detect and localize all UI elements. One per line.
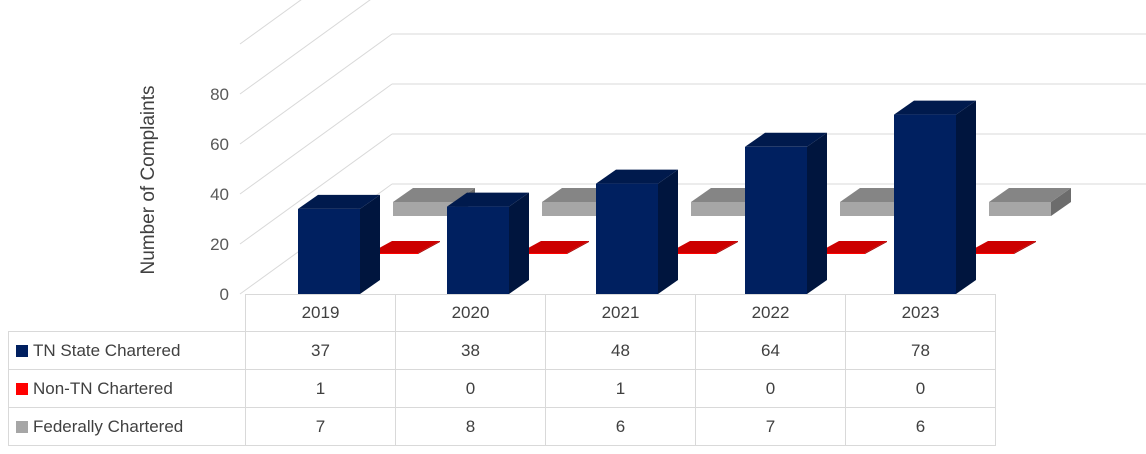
bar-tn-state-2021-front	[596, 183, 658, 294]
bar-tn-state-2022	[745, 132, 827, 294]
gridline-diagonal	[239, 0, 302, 45]
x-tick-label: 2020	[395, 294, 546, 332]
data-cell: 6	[545, 407, 696, 446]
y-axis-label: Number of Complaints	[138, 85, 159, 274]
bar-non-tn-2021	[668, 241, 738, 254]
legend-label: Non-TN Chartered	[33, 378, 173, 398]
bar-federal-2023-front	[989, 202, 1051, 216]
x-tick-label: 2019	[245, 294, 396, 332]
bar-federal-2023	[989, 188, 1071, 216]
bar-non-tn-2023-top	[966, 241, 1036, 253]
bar-tn-state-2022-top	[745, 132, 827, 147]
bar-non-tn-2022	[817, 241, 887, 254]
x-tick-label: 2021	[545, 294, 696, 332]
data-cell: 1	[245, 369, 396, 408]
legend-label: Federally Chartered	[33, 416, 184, 436]
bar-non-tn-2020-side	[567, 241, 589, 254]
bar-federal-2023-top	[989, 188, 1071, 202]
table-row-non-tn: Non-TN Chartered 1 0 1 0 0	[8, 369, 996, 408]
bar-non-tn-2019-front	[370, 253, 418, 254]
data-cell: 7	[695, 407, 846, 446]
legend-key-red	[16, 382, 28, 395]
bar-federal-2019-top	[393, 188, 475, 202]
bar-non-tn-2021-front	[668, 253, 716, 254]
bar-federal-2019-front	[393, 202, 455, 216]
table-row-tn-state: TN State Chartered 37 38 48 64 78	[8, 331, 996, 370]
data-cell: 0	[395, 369, 546, 408]
bar-tn-state-2019	[298, 194, 380, 294]
bar-tn-state-2019-front	[298, 208, 360, 294]
bar-non-tn-2022-top	[817, 241, 887, 253]
bar-tn-state-2023-side	[956, 100, 976, 294]
gridline-diagonal	[239, 33, 393, 145]
table-corner	[8, 294, 246, 332]
bar-non-tn-2020-top	[519, 241, 589, 253]
data-table: 2019 2020 2021 2022 2023 TN State Charte…	[8, 294, 996, 446]
bar-tn-state-2021-side	[658, 169, 678, 294]
bar-non-tn-2021-top	[668, 241, 738, 253]
data-cell: 78	[845, 331, 996, 370]
bar-tn-state-2020-side	[509, 192, 529, 294]
bar-federal-2022-front	[840, 202, 902, 216]
bar-tn-state-2021	[596, 169, 678, 294]
x-tick-label: 2023	[845, 294, 996, 332]
bar-non-tn-2023-side	[1014, 241, 1036, 254]
gridline-diagonal	[239, 83, 393, 195]
bar-tn-state-2019-side	[360, 194, 380, 294]
gridline-diagonal	[239, 0, 371, 95]
data-cell: 0	[695, 369, 846, 408]
legend-key-navy	[16, 344, 28, 357]
bar-tn-state-2020-front	[447, 206, 509, 294]
bar-non-tn-2020	[519, 241, 589, 254]
y-tick-label: 80	[210, 85, 229, 104]
data-cell: 0	[845, 369, 996, 408]
y-tick-label: 0	[220, 285, 229, 300]
bar-non-tn-2019	[370, 241, 440, 254]
data-cell: 38	[395, 331, 546, 370]
data-cell: 48	[545, 331, 696, 370]
data-cell: 8	[395, 407, 546, 446]
bar-tn-state-2021-top	[596, 169, 678, 184]
chart: 0 20 40 60 80 Number of Complaints	[138, 0, 1146, 300]
legend-entry-tn-state: TN State Chartered	[8, 331, 246, 370]
bar-non-tn-2022-front	[817, 253, 865, 254]
legend-label: TN State Chartered	[33, 340, 181, 360]
bar-non-tn-2019-top	[370, 241, 440, 253]
gridline-diagonal	[239, 133, 393, 245]
data-cell: 6	[845, 407, 996, 446]
bar-non-tn-2022-side	[865, 241, 887, 254]
table-header-row: 2019 2020 2021 2022 2023	[8, 294, 996, 332]
bar-tn-state-2020	[447, 192, 529, 294]
y-tick-label: 40	[210, 185, 229, 204]
x-tick-label: 2022	[695, 294, 846, 332]
bar-tn-state-2023-front	[894, 114, 956, 294]
legend-entry-non-tn: Non-TN Chartered	[8, 369, 246, 408]
bar-non-tn-2019-side	[418, 241, 440, 254]
bar-federal-2023-side	[1051, 188, 1071, 216]
table-row-federal: Federally Chartered 7 8 6 7 6	[8, 407, 996, 446]
data-cell: 37	[245, 331, 396, 370]
bar-tn-state-2019-top	[298, 194, 380, 209]
legend-key-gray	[16, 420, 28, 433]
bar-federal-2020-front	[542, 202, 604, 216]
bar-tn-state-2020-top	[447, 192, 529, 207]
data-cell: 7	[245, 407, 396, 446]
legend-entry-federal: Federally Chartered	[8, 407, 246, 446]
y-tick-label: 60	[210, 135, 229, 154]
data-cell: 64	[695, 331, 846, 370]
bar-non-tn-2021-side	[716, 241, 738, 254]
bar-non-tn-2023-front	[966, 253, 1014, 254]
bar-non-tn-2020-front	[519, 253, 567, 254]
bar-tn-state-2022-front	[745, 146, 807, 294]
bar-tn-state-2023-top	[894, 100, 976, 115]
bar-tn-state-2022-side	[807, 132, 827, 294]
data-cell: 1	[545, 369, 696, 408]
bar-federal-2021-front	[691, 202, 753, 216]
y-tick-label: 20	[210, 235, 229, 254]
bar-tn-state-2023	[894, 100, 976, 294]
bar-non-tn-2023	[966, 241, 1036, 254]
